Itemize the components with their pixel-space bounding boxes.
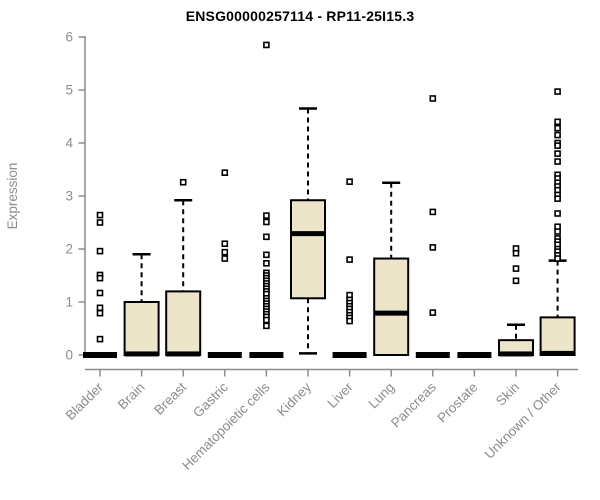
collapsed-box-bar bbox=[332, 352, 367, 358]
outlier-point bbox=[263, 251, 270, 259]
box-brain bbox=[123, 253, 160, 357]
box-pancreas bbox=[415, 95, 450, 358]
outlier-point bbox=[554, 158, 561, 165]
outlier-point bbox=[346, 317, 353, 325]
median-bar bbox=[166, 351, 201, 357]
iqr-box bbox=[539, 316, 576, 356]
y-tick-label: 2 bbox=[65, 242, 73, 257]
box-kidney bbox=[290, 107, 326, 355]
outlier-point bbox=[554, 124, 561, 132]
outlier-point bbox=[263, 233, 270, 241]
outlier-point bbox=[554, 131, 561, 139]
outlier-point bbox=[221, 169, 229, 176]
outlier-point bbox=[554, 195, 561, 202]
x-tick-label-gastric: Gastric bbox=[190, 379, 231, 420]
median-bar bbox=[291, 231, 325, 237]
outlier-point bbox=[221, 240, 229, 247]
outlier-point bbox=[554, 210, 561, 217]
x-tick-label-liver: Liver bbox=[324, 379, 356, 411]
y-tick-label: 4 bbox=[65, 136, 73, 151]
outlier-point bbox=[263, 260, 270, 267]
outlier-point bbox=[554, 88, 561, 95]
chart-title: ENSG00000257114 - RP11-25I15.3 bbox=[185, 8, 415, 24]
outlier-point bbox=[346, 256, 353, 263]
outlier-point bbox=[263, 41, 270, 49]
outlier-point bbox=[429, 95, 437, 102]
outlier-point bbox=[554, 228, 561, 235]
iqr-box bbox=[373, 257, 410, 357]
y-tick-label: 5 bbox=[65, 83, 73, 98]
outlier-point bbox=[96, 247, 104, 255]
outlier-point bbox=[263, 316, 270, 324]
collapsed-box-bar bbox=[249, 352, 284, 358]
iqr-box bbox=[290, 199, 326, 300]
box-prostate bbox=[457, 352, 492, 358]
outlier-point bbox=[96, 274, 104, 282]
iqr-box bbox=[123, 301, 160, 356]
x-tick-label-skin: Skin bbox=[493, 380, 522, 409]
box-breast bbox=[165, 178, 202, 357]
outlier-point bbox=[554, 118, 561, 126]
x-tick-label-brain: Brain bbox=[115, 380, 148, 413]
median-bar bbox=[124, 351, 159, 357]
box-liver bbox=[332, 178, 367, 358]
median-bar bbox=[499, 351, 533, 357]
box-skin bbox=[498, 245, 534, 357]
median-bar bbox=[540, 350, 575, 356]
x-tick-label-breast: Breast bbox=[151, 379, 189, 417]
outlier-point bbox=[554, 255, 561, 262]
outlier-point bbox=[512, 249, 520, 257]
outlier-point bbox=[263, 212, 270, 219]
collapsed-box-bar bbox=[207, 352, 242, 358]
x-tick-label-lung: Lung bbox=[365, 380, 397, 412]
outlier-point bbox=[179, 178, 187, 186]
outlier-point bbox=[96, 289, 104, 297]
x-tick-label-prostate: Prostate bbox=[434, 380, 480, 426]
x-tick-label-unknown-other: Unknown / Other bbox=[481, 379, 564, 462]
median-bar bbox=[374, 310, 409, 316]
outlier-point bbox=[429, 309, 437, 316]
box-hematopoietic-cells bbox=[249, 41, 284, 358]
outlier-point bbox=[96, 309, 104, 317]
outlier-point bbox=[429, 244, 437, 251]
box-unknown-other bbox=[539, 88, 576, 356]
outlier-point bbox=[96, 219, 104, 226]
outlier-point bbox=[221, 248, 229, 256]
outlier-point bbox=[96, 211, 104, 219]
outlier-point bbox=[554, 142, 561, 149]
box-gastric bbox=[207, 169, 242, 358]
y-tick-label: 6 bbox=[65, 30, 73, 45]
y-axis-title: Expression bbox=[5, 163, 20, 230]
y-tick-label: 3 bbox=[65, 189, 73, 204]
box-bladder bbox=[83, 211, 117, 358]
outlier-point bbox=[512, 277, 520, 285]
x-tick-label-pancreas: Pancreas bbox=[388, 379, 439, 430]
x-tick-label-bladder: Bladder bbox=[63, 379, 107, 423]
outlier-point bbox=[346, 178, 353, 185]
box-lung bbox=[373, 181, 410, 357]
y-tick-label: 1 bbox=[65, 295, 73, 310]
outlier-point bbox=[263, 218, 270, 226]
collapsed-box-bar bbox=[457, 352, 492, 358]
x-tick-label-kidney: Kidney bbox=[274, 379, 314, 419]
collapsed-box-bar bbox=[415, 352, 450, 358]
collapsed-box-bar bbox=[83, 352, 117, 358]
y-tick-label: 0 bbox=[65, 348, 73, 363]
outlier-point bbox=[263, 322, 270, 330]
outlier-point bbox=[96, 304, 104, 312]
y-axis: 0 1 2 3 4 5 6 Expression bbox=[5, 30, 86, 363]
outlier-point bbox=[554, 150, 561, 157]
outlier-point bbox=[96, 335, 104, 343]
outlier-point bbox=[429, 208, 437, 216]
outlier-point bbox=[512, 265, 520, 272]
iqr-box bbox=[165, 290, 202, 356]
outlier-point bbox=[221, 255, 229, 262]
